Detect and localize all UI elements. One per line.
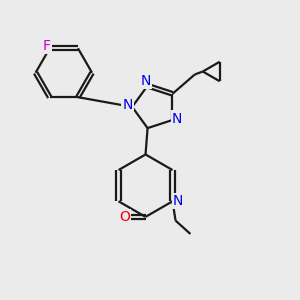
Text: N: N bbox=[173, 194, 183, 208]
Text: N: N bbox=[141, 74, 151, 88]
Text: O: O bbox=[119, 210, 130, 224]
Text: N: N bbox=[172, 112, 182, 125]
Text: N: N bbox=[122, 98, 133, 112]
Text: F: F bbox=[43, 39, 51, 53]
